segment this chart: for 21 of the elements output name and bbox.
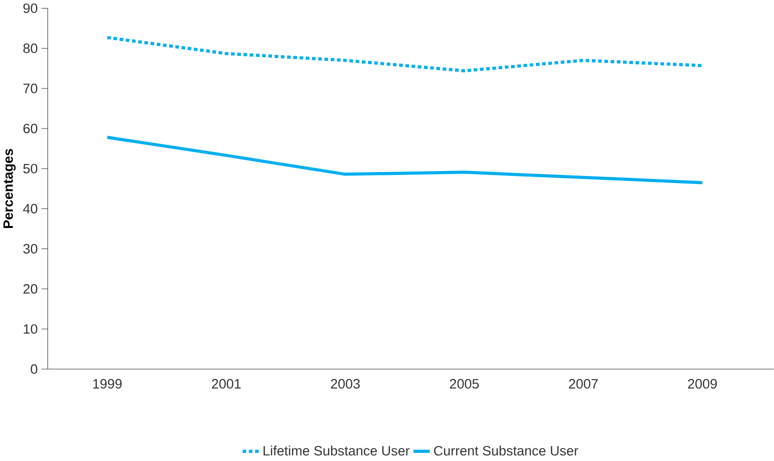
y-tick-label: 10 xyxy=(24,324,38,334)
y-tick-label: 0 xyxy=(30,364,38,374)
x-tick-label: 2007 xyxy=(569,378,598,389)
y-tick-label: 20 xyxy=(23,284,38,294)
y-axis-title: Percentages xyxy=(3,148,16,228)
y-tick-label: 30 xyxy=(23,244,38,254)
x-tick-label: 1999 xyxy=(93,378,122,389)
y-tick-label: 90 xyxy=(23,3,38,13)
y-tick-label: 40 xyxy=(23,204,38,214)
x-tick-label: 2001 xyxy=(212,378,241,389)
line-series xyxy=(106,36,704,72)
x-tick-label: 2003 xyxy=(330,378,360,389)
legend-label: Lifetime Substance User xyxy=(264,446,410,456)
y-tick-label: 70 xyxy=(23,84,38,94)
line-series xyxy=(106,136,704,184)
x-tick-label: 2009 xyxy=(688,378,717,389)
y-tick-label: 80 xyxy=(23,43,38,54)
y-tick-label: 60 xyxy=(23,124,38,134)
legend-label: Current Substance User xyxy=(434,446,578,456)
y-tick-label: 50 xyxy=(23,164,38,174)
x-tick-label: 2005 xyxy=(450,378,479,389)
